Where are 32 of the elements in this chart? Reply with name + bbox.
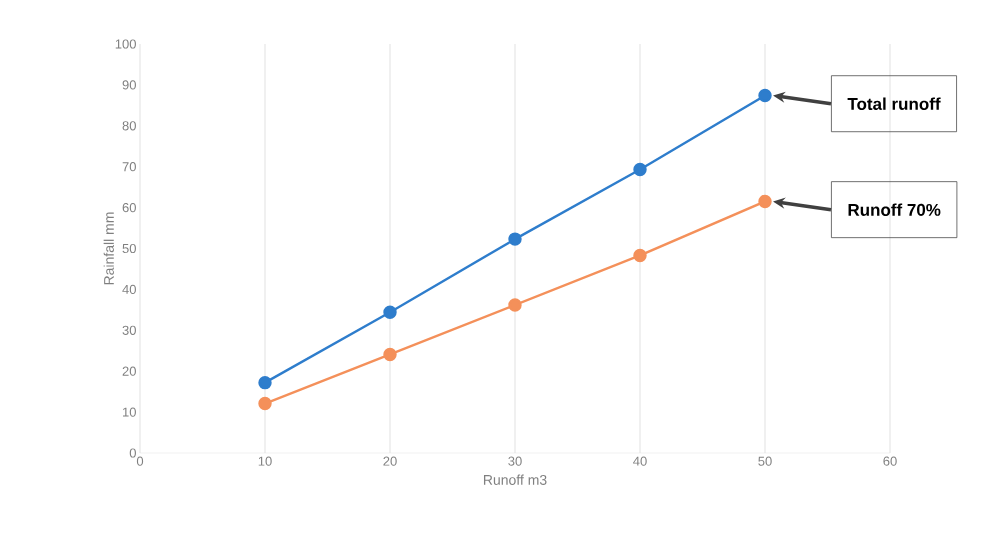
y-tick-label: 80 (122, 121, 136, 131)
point (633, 248, 647, 263)
x-tick-label: 60 (883, 456, 897, 466)
x-tick-label: 20 (383, 456, 397, 466)
point (633, 162, 647, 177)
point (508, 232, 522, 246)
x-tick-label: 0 (136, 456, 144, 466)
y-tick-label: 30 (122, 325, 136, 335)
x-tick-label: 30 (508, 456, 522, 466)
y-tick-label: 70 (122, 162, 136, 172)
annotation: Runoff 70% (848, 203, 941, 216)
y-axis-title: Rainfall mm (103, 212, 114, 285)
y-tick-label: 40 (122, 284, 136, 294)
point (508, 298, 522, 312)
x-tick-label: 10 (258, 456, 272, 466)
y-tick-label: 20 (122, 366, 136, 376)
point (383, 347, 397, 362)
y-tick-label: 50 (122, 243, 136, 254)
point (258, 375, 272, 390)
y-tick-label: 100 (115, 39, 136, 49)
y-tick-label: 10 (123, 407, 136, 417)
y-tick-label: 60 (122, 202, 136, 213)
x-tick-label: 40 (633, 456, 647, 466)
point (383, 305, 397, 319)
x-tick-label: 50 (758, 456, 772, 466)
y-tick-label: 0 (129, 448, 136, 458)
y-tick-label: 90 (122, 80, 136, 90)
point (758, 88, 772, 103)
x-axis-title: Runoff m3 (483, 474, 547, 485)
annotation: Total runoff (847, 97, 941, 110)
point (758, 194, 772, 209)
point (258, 396, 272, 411)
